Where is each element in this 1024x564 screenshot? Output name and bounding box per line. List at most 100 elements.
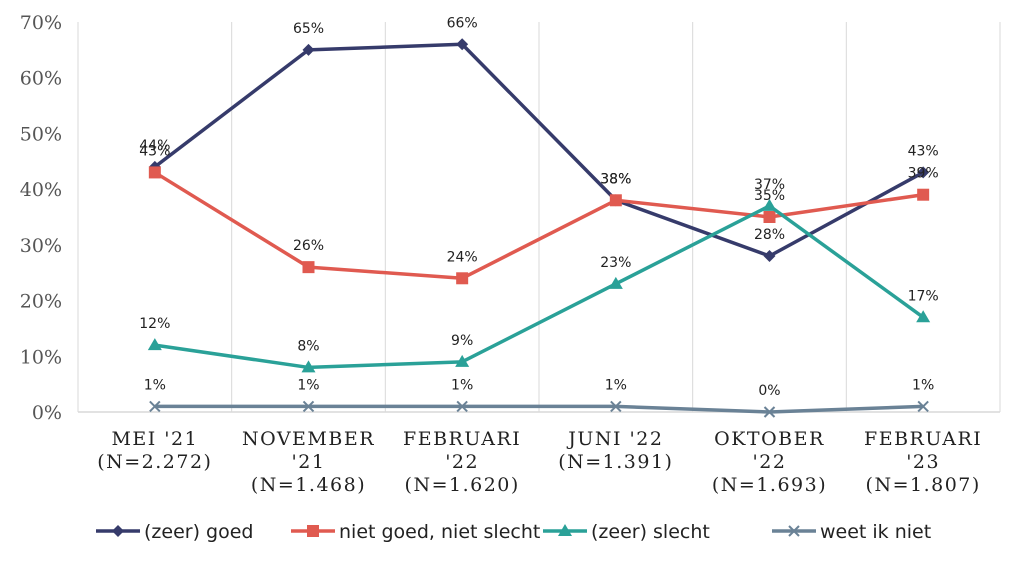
x-tick-label-line: '21 [292, 451, 326, 473]
data-label: 24% [447, 249, 478, 265]
y-tick-label: 70% [20, 12, 62, 34]
gridlines [77, 22, 1001, 413]
legend-label: (zeer) goed [144, 521, 253, 543]
series-lines [147, 38, 931, 418]
data-label: 8% [297, 338, 319, 354]
data-point-marker [610, 400, 622, 413]
y-tick-label: 40% [20, 179, 62, 201]
x-tick-label-line: JUNI '22 [566, 428, 663, 450]
x-axis: MEI '21 (N=2.272) NOVEMBER '21 (N=1.468) FEBR… [97, 428, 982, 496]
legend-item: niet goed, niet slecht [291, 521, 540, 543]
data-label: 1% [451, 377, 473, 393]
data-point-marker [147, 338, 162, 351]
data-point-marker [456, 38, 469, 51]
data-point-marker [302, 261, 315, 274]
x-tick-label-line: (N=1.807) [866, 474, 981, 496]
data-label: 38% [600, 171, 631, 187]
x-marker-stroke [149, 400, 161, 413]
data-point-marker [916, 310, 931, 323]
data-point-marker [456, 272, 469, 285]
x-tick-label-line: OKTOBER [714, 428, 825, 450]
data-label: 66% [447, 15, 478, 31]
data-label: 23% [600, 255, 631, 271]
legend-label: niet goed, niet slecht [339, 521, 540, 543]
x-tick-label: FEBRUARI '22 (N=1.620) [403, 428, 521, 496]
data-label: 43% [139, 143, 170, 159]
x-tick-label-line: FEBRUARI [864, 428, 982, 450]
series-line-2 [154, 204, 925, 370]
data-label: 26% [293, 238, 324, 254]
data-point-marker [302, 43, 315, 56]
data-label: 1% [605, 377, 627, 393]
x-tick-label-line: '23 [906, 451, 940, 473]
y-tick-label: 10% [20, 346, 62, 368]
legend-label: (zeer) slecht [591, 521, 710, 543]
data-point-marker [609, 194, 622, 207]
legend-item: (zeer) slecht [543, 521, 710, 543]
data-label: 44% [139, 138, 170, 154]
data-labels: 44%65% 66%38%28%43%43%26%24%38%35%39%12%8… [139, 15, 938, 399]
data-point-marker [456, 400, 468, 413]
x-marker-stroke [610, 400, 622, 413]
series-line-0 [153, 42, 925, 258]
x-marker-stroke [788, 525, 800, 537]
x-tick-label-line: (N=1.620) [405, 474, 520, 496]
x-tick-label-line: '22 [445, 451, 479, 473]
data-point-marker [148, 166, 161, 179]
data-label: 38% [600, 171, 631, 187]
legend-swatch-marker [307, 525, 319, 537]
data-label: 39% [908, 166, 939, 182]
data-label: 37% [754, 177, 785, 193]
data-label: 9% [451, 333, 473, 349]
data-label: 12% [139, 316, 170, 332]
y-tick-label: 20% [20, 291, 62, 313]
legend: (zeer) goed niet goed, niet slecht (zeer) … [96, 521, 931, 543]
data-point-marker [301, 360, 316, 373]
data-point-marker [763, 406, 776, 418]
data-point-marker [302, 400, 315, 413]
data-point-marker [149, 400, 161, 413]
data-label: 28% [754, 227, 785, 243]
legend-swatch-marker [788, 525, 800, 537]
data-point-marker [763, 250, 776, 262]
data-label: 1% [144, 377, 166, 393]
y-tick-label: 30% [20, 235, 62, 257]
x-tick-label-line: '22 [753, 451, 787, 473]
data-point-marker [917, 400, 929, 413]
x-tick-label-line: MEI '21 [111, 428, 198, 450]
data-label: 0% [758, 383, 780, 399]
data-point-marker [608, 276, 623, 289]
x-marker-stroke [456, 400, 468, 413]
data-point-marker [455, 354, 470, 367]
legend-item: (zeer) goed [96, 521, 253, 543]
data-label: 1% [297, 377, 319, 393]
x-tick-label: FEBRUARI '23 (N=1.807) [864, 428, 982, 496]
data-label: 17% [908, 288, 939, 304]
series-line-1 [153, 170, 924, 281]
x-tick-label: JUNI '22 (N=1.391) [558, 428, 673, 473]
data-point-marker [917, 188, 930, 201]
data-label: 43% [908, 143, 939, 159]
y-tick-label: 0% [32, 402, 62, 424]
x-marker-stroke [763, 406, 776, 418]
legend-swatch-marker [558, 524, 572, 536]
x-tick-label: OKTOBER '22 (N=1.693) [712, 428, 827, 496]
legend-label: weet ik niet [820, 521, 931, 543]
x-tick-label: MEI '21 (N=2.272) [97, 428, 212, 473]
x-tick-label-line: (N=1.391) [558, 451, 673, 473]
data-point-marker [762, 198, 777, 211]
x-tick-label-line: (N=1.468) [251, 474, 366, 496]
data-label: 1% [912, 377, 934, 393]
data-label: 65% [293, 21, 324, 37]
x-tick-label-line: (N=1.693) [712, 474, 827, 496]
y-tick-label: 60% [20, 68, 62, 90]
x-marker-stroke [302, 400, 315, 413]
x-tick-label: NOVEMBER '21 (N=1.468) [242, 428, 375, 496]
x-marker-stroke [917, 400, 929, 413]
legend-swatch-marker [112, 525, 124, 537]
y-tick-label: 50% [20, 123, 62, 145]
y-axis: 0% 10% 20% 30% 40% 50% 60% 70% [20, 12, 62, 424]
legend-item: weet ik niet [772, 521, 931, 543]
x-tick-label-line: NOVEMBER [242, 428, 375, 450]
